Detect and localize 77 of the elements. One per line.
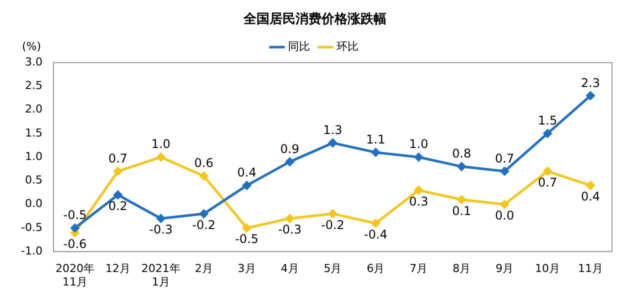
data-label: 1.3	[323, 123, 342, 138]
data-label: 1.1	[366, 132, 386, 146]
point	[242, 181, 252, 190]
data-label: -0.3	[149, 222, 173, 237]
point	[414, 152, 423, 162]
data-label: 1.0	[151, 137, 170, 152]
point	[543, 129, 552, 138]
point	[586, 91, 595, 100]
data-label: 0.0	[495, 208, 514, 222]
y-tick-label: -0.5	[20, 220, 42, 234]
y-axis-title: (%)	[22, 40, 41, 53]
x-tick-label: 11月	[578, 262, 604, 276]
x-tick-label: 9月	[496, 262, 514, 276]
y-tick-label: 0.0	[24, 197, 42, 210]
x-tick-label: 6月	[366, 262, 385, 276]
point	[328, 138, 337, 148]
point	[242, 224, 252, 232]
point	[286, 214, 294, 223]
x-tick-label: 4月	[280, 262, 299, 276]
data-label: -0.2	[192, 218, 216, 232]
data-label: 0.9	[280, 142, 300, 156]
point	[286, 158, 294, 166]
x-tick-label: 7月	[410, 262, 428, 276]
y-tick-label: 0.5	[24, 174, 42, 187]
y-tick-label: 2.5	[24, 79, 42, 92]
point	[500, 200, 509, 209]
data-label: 0.7	[538, 175, 558, 190]
point	[200, 210, 208, 218]
x-tick-label: 2021年 1月	[141, 262, 180, 288]
legend-label: 同比	[288, 40, 310, 53]
data-label: 1.0	[409, 137, 428, 152]
data-label: -0.3	[278, 222, 302, 237]
y-tick-label: 1.5	[24, 126, 42, 140]
point	[500, 167, 509, 176]
point	[200, 172, 208, 180]
x-tick-label: 5月	[324, 262, 342, 276]
x-tick-label: 8月	[452, 262, 471, 276]
data-label: 0.7	[495, 151, 514, 166]
point	[114, 167, 122, 176]
point	[114, 190, 122, 200]
data-label: -0.2	[321, 218, 344, 232]
data-label: 0.7	[108, 151, 128, 166]
y-tick-label: 1.0	[24, 150, 42, 163]
data-label: 0.3	[409, 194, 428, 208]
point	[371, 148, 380, 157]
x-tick-label: 2020年 11月	[55, 262, 94, 288]
point	[371, 219, 380, 228]
data-label: -0.6	[63, 236, 87, 251]
y-tick-label: -1.0	[20, 244, 42, 258]
data-label: 0.8	[452, 146, 472, 161]
point	[457, 195, 466, 204]
point	[328, 210, 337, 218]
point	[543, 167, 552, 176]
data-label: 2.3	[580, 76, 600, 90]
point	[156, 152, 166, 162]
data-label: 0.4	[237, 166, 256, 180]
data-label: 0.2	[108, 199, 128, 214]
point	[586, 181, 595, 190]
data-label: 1.5	[538, 114, 558, 128]
point	[414, 186, 423, 194]
point	[70, 224, 80, 232]
x-tick-label: 3月	[238, 262, 256, 276]
legend-label: 环比	[336, 40, 358, 53]
y-tick-label: 3.0	[24, 55, 42, 68]
y-tick-label: 2.0	[24, 102, 42, 116]
x-tick-label: 2月	[194, 262, 213, 276]
point	[457, 162, 466, 171]
data-label: 0.6	[194, 156, 214, 170]
data-label: 0.4	[580, 190, 600, 204]
chart-title: 全国居民消费价格涨跌幅	[242, 12, 386, 28]
data-label: -0.5	[235, 232, 259, 246]
data-label: 0.1	[452, 204, 472, 218]
x-tick-label: 12月	[105, 262, 130, 276]
x-tick-label: 10月	[535, 262, 560, 276]
data-label: -0.5	[63, 208, 87, 222]
data-label: -0.4	[364, 227, 388, 242]
point	[156, 214, 166, 223]
